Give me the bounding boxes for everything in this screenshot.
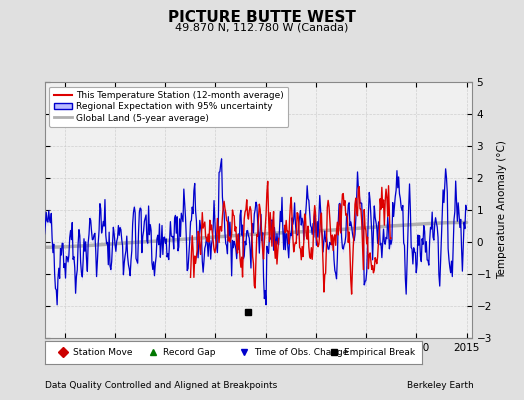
Text: Empirical Break: Empirical Break <box>344 348 416 357</box>
Text: Berkeley Earth: Berkeley Earth <box>408 381 474 390</box>
Y-axis label: Temperature Anomaly (°C): Temperature Anomaly (°C) <box>497 140 507 280</box>
Text: PICTURE BUTTE WEST: PICTURE BUTTE WEST <box>168 10 356 25</box>
Text: Data Quality Controlled and Aligned at Breakpoints: Data Quality Controlled and Aligned at B… <box>45 381 277 390</box>
Legend: This Temperature Station (12-month average), Regional Expectation with 95% uncer: This Temperature Station (12-month avera… <box>49 86 288 127</box>
Text: Record Gap: Record Gap <box>163 348 216 357</box>
Text: 49.870 N, 112.780 W (Canada): 49.870 N, 112.780 W (Canada) <box>176 22 348 32</box>
Text: Station Move: Station Move <box>73 348 133 357</box>
Text: Time of Obs. Change: Time of Obs. Change <box>254 348 348 357</box>
